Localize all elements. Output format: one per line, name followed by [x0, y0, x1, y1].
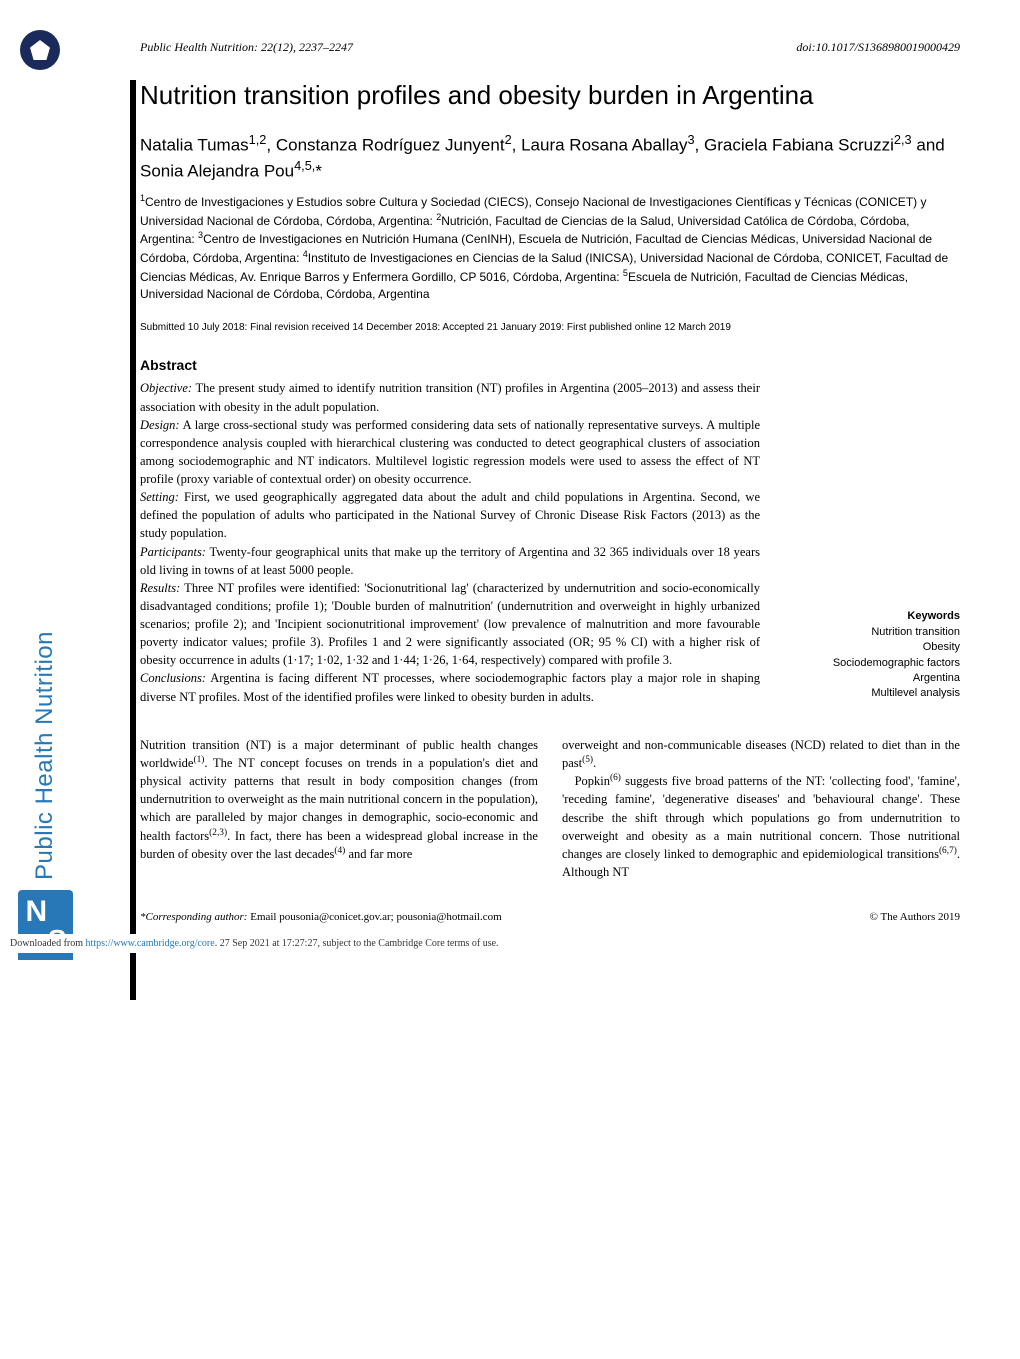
authors-list: Natalia Tumas1,2, Constanza Rodríguez Ju… — [140, 131, 960, 184]
abstract-results: Three NT profiles were identified: 'Soci… — [140, 581, 760, 668]
abstract-design: A large cross-sectional study was perfor… — [140, 418, 760, 486]
intro-text: Nutrition transition (NT) is a major det… — [140, 736, 960, 881]
abstract-heading: Abstract — [140, 357, 960, 373]
corresponding-label: *Corresponding author: — [140, 911, 247, 923]
journal-citation: Public Health Nutrition: 22(12), 2237–22… — [140, 40, 353, 55]
publisher-badge-icon — [20, 30, 60, 70]
download-link[interactable]: https://www.cambridge.org/core — [86, 938, 215, 949]
keyword-item: Multilevel analysis — [790, 686, 960, 701]
keyword-item: Obesity — [790, 640, 960, 655]
abstract-participants-label: Participants: — [140, 545, 206, 559]
keyword-item: Sociodemographic factors — [790, 656, 960, 671]
abstract-objective: The present study aimed to identify nutr… — [140, 381, 760, 413]
abstract-design-label: Design: — [140, 418, 180, 432]
abstract-setting-label: Setting: — [140, 490, 179, 504]
submission-dates: Submitted 10 July 2018: Final revision r… — [140, 322, 960, 333]
keywords-box: Keywords Nutrition transition Obesity So… — [790, 609, 960, 701]
intro-column-left: Nutrition transition (NT) is a major det… — [140, 736, 538, 881]
corresponding-email: Email pousonia@conicet.gov.ar; pousonia@… — [247, 911, 501, 923]
keyword-item: Argentina — [790, 671, 960, 686]
download-suffix: . 27 Sep 2021 at 17:27:27, subject to th… — [215, 938, 499, 949]
abstract-objective-label: Objective: — [140, 381, 192, 395]
affiliations: 1Centro de Investigaciones y Estudios so… — [140, 192, 960, 303]
keywords-heading: Keywords — [790, 609, 960, 624]
copyright: © The Authors 2019 — [870, 911, 960, 923]
left-margin-rule — [130, 80, 136, 1000]
abstract-conclusions: Argentina is facing different NT process… — [140, 671, 760, 703]
abstract-body: Objective: The present study aimed to id… — [140, 379, 760, 705]
abstract-results-label: Results: — [140, 581, 180, 595]
download-footer: Downloaded from https://www.cambridge.or… — [0, 934, 1020, 953]
abstract-participants: Twenty-four geographical units that make… — [140, 545, 760, 577]
journal-sidebar-text: Public Health Nutrition — [31, 631, 59, 880]
article-title: Nutrition transition profiles and obesit… — [140, 79, 960, 113]
intro-column-right: overweight and non-communicable diseases… — [562, 736, 960, 881]
download-prefix: Downloaded from — [10, 938, 86, 949]
journal-sidebar-brand: Public Health Nutrition — [0, 530, 90, 960]
doi: doi:10.1017/S1368980019000429 — [796, 40, 960, 55]
keyword-item: Nutrition transition — [790, 625, 960, 640]
page-header: Public Health Nutrition: 22(12), 2237–22… — [140, 40, 960, 55]
corresponding-author: *Corresponding author: Email pousonia@co… — [140, 911, 502, 923]
abstract-conclusions-label: Conclusions: — [140, 671, 206, 685]
abstract-setting: First, we used geographically aggregated… — [140, 490, 760, 540]
page-footer: *Corresponding author: Email pousonia@co… — [140, 911, 960, 923]
